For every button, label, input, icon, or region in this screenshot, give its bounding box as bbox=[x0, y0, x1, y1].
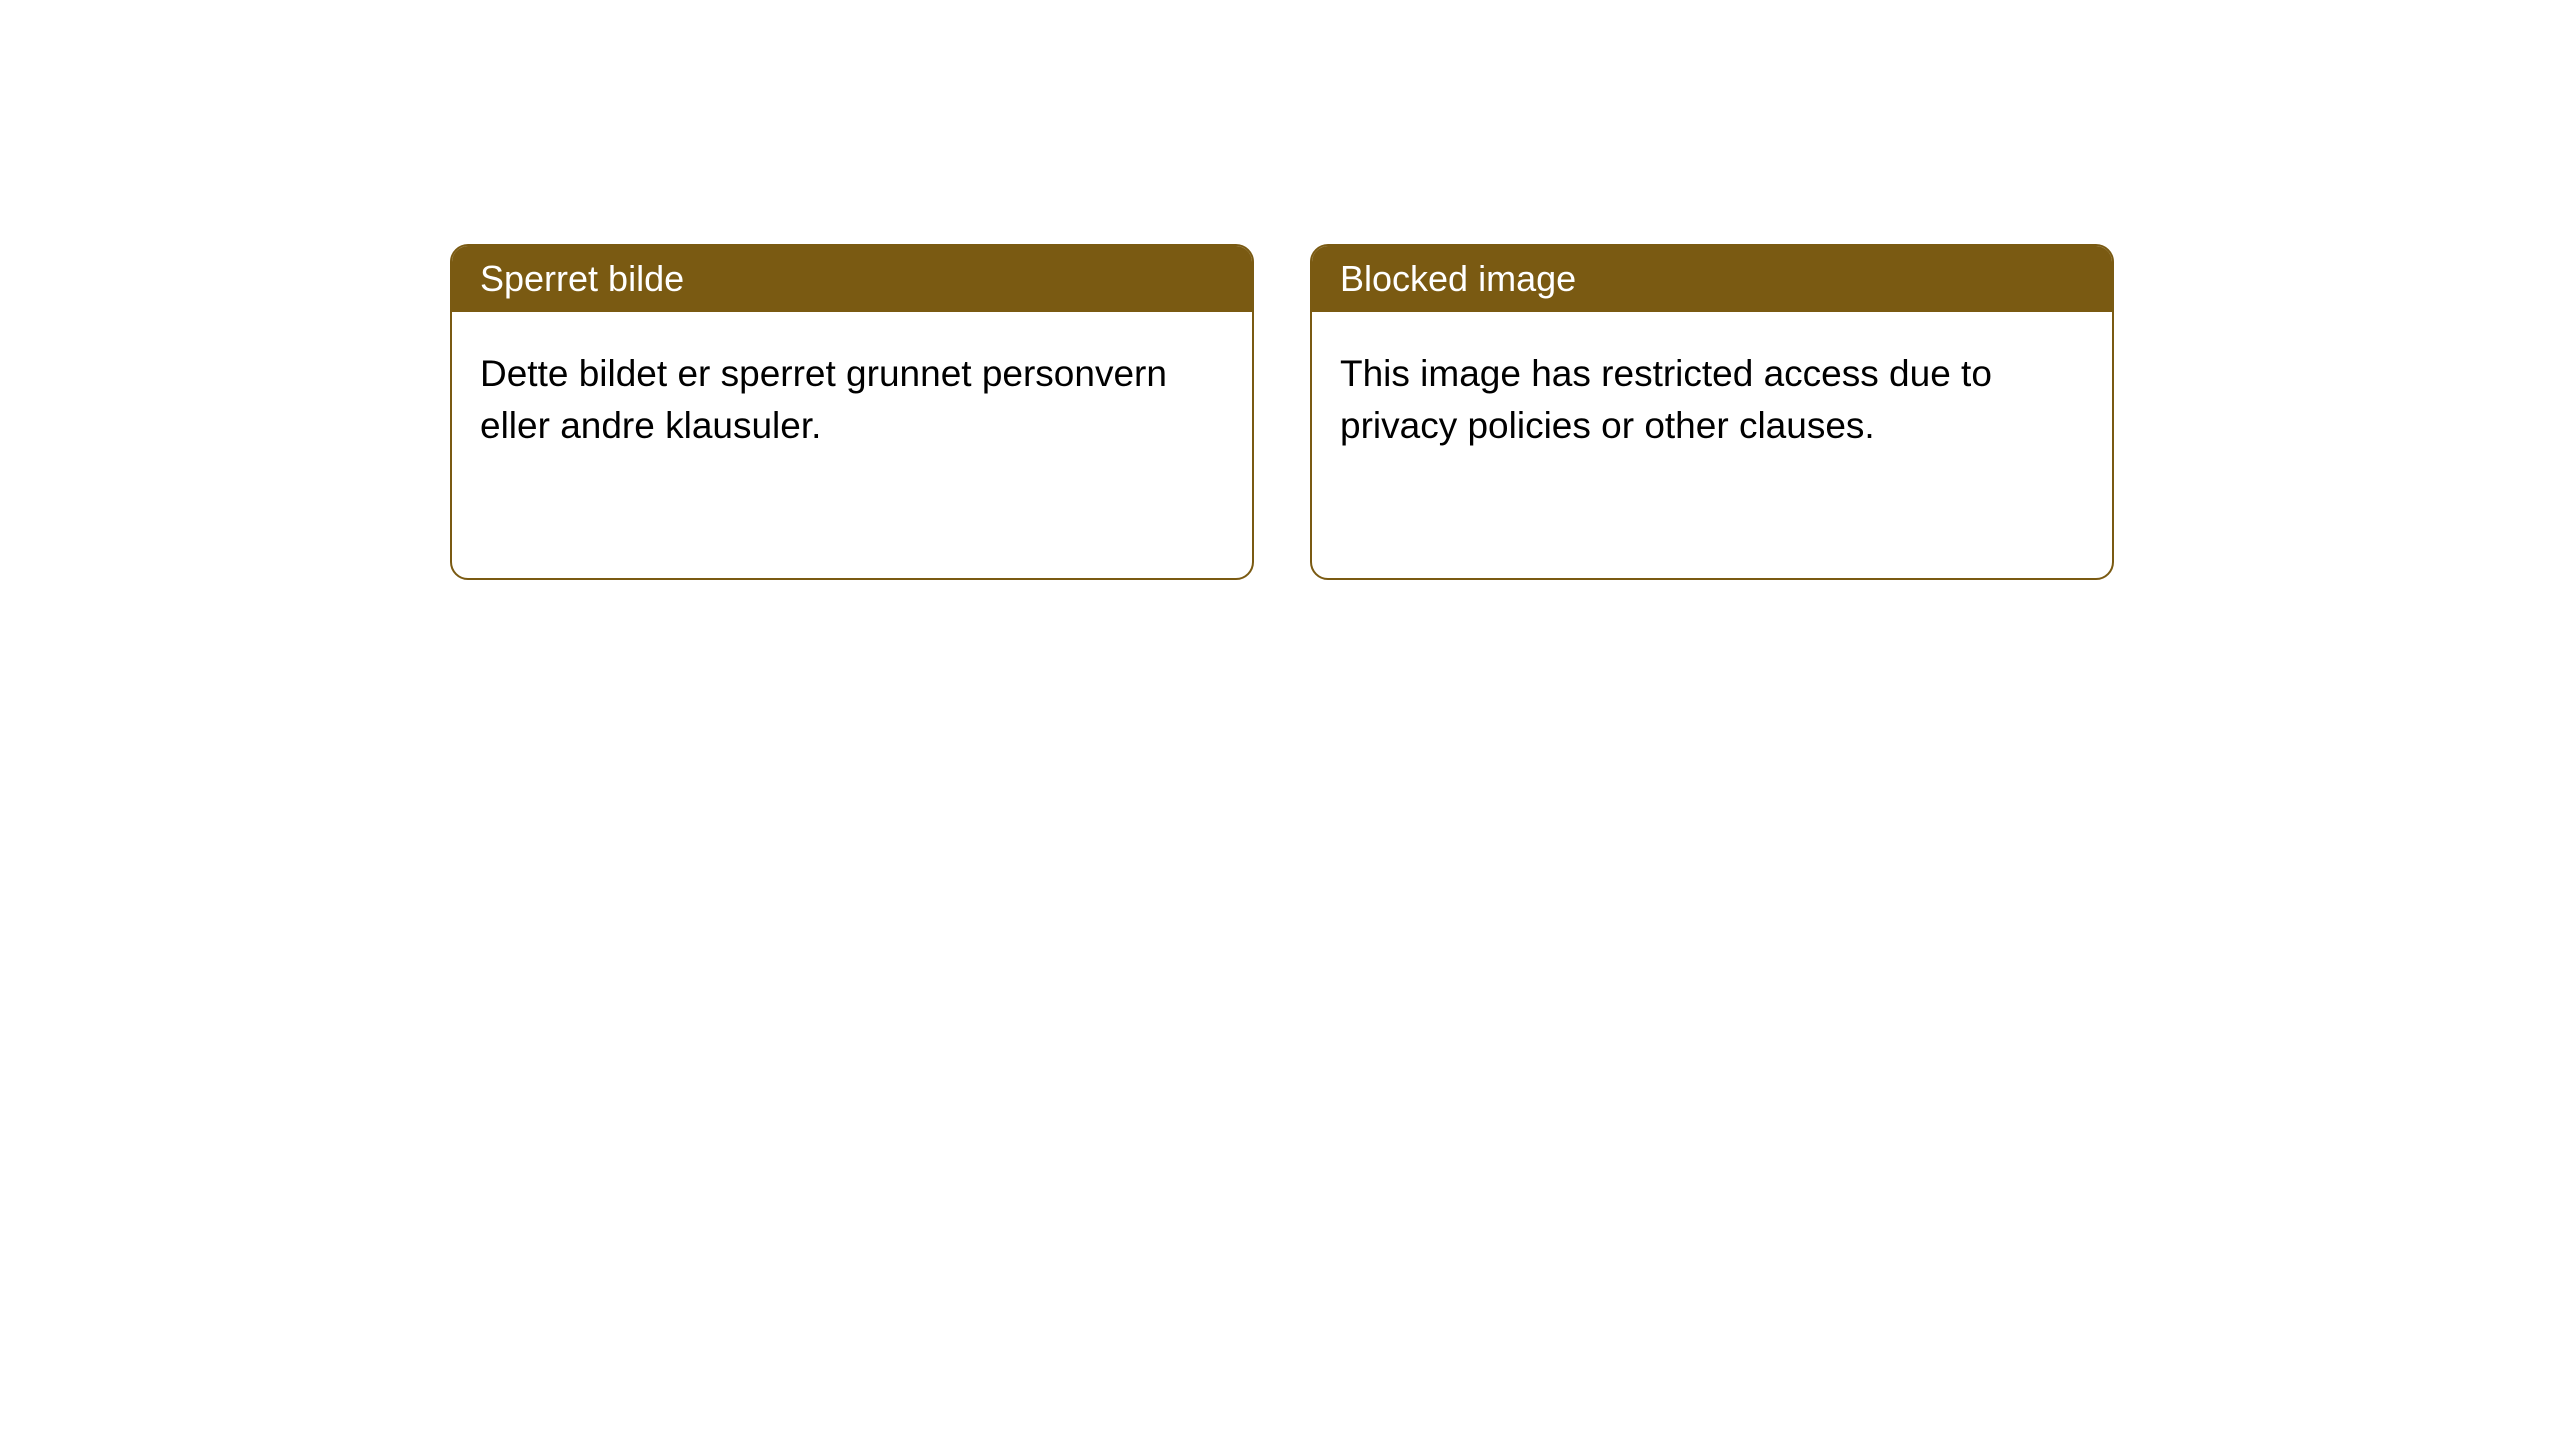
notice-title: Blocked image bbox=[1312, 246, 2112, 312]
notice-title: Sperret bilde bbox=[452, 246, 1252, 312]
notice-box-norwegian: Sperret bilde Dette bildet er sperret gr… bbox=[450, 244, 1254, 580]
notice-body: This image has restricted access due to … bbox=[1312, 312, 2112, 488]
notice-body: Dette bildet er sperret grunnet personve… bbox=[452, 312, 1252, 488]
notice-container: Sperret bilde Dette bildet er sperret gr… bbox=[0, 0, 2560, 580]
notice-box-english: Blocked image This image has restricted … bbox=[1310, 244, 2114, 580]
